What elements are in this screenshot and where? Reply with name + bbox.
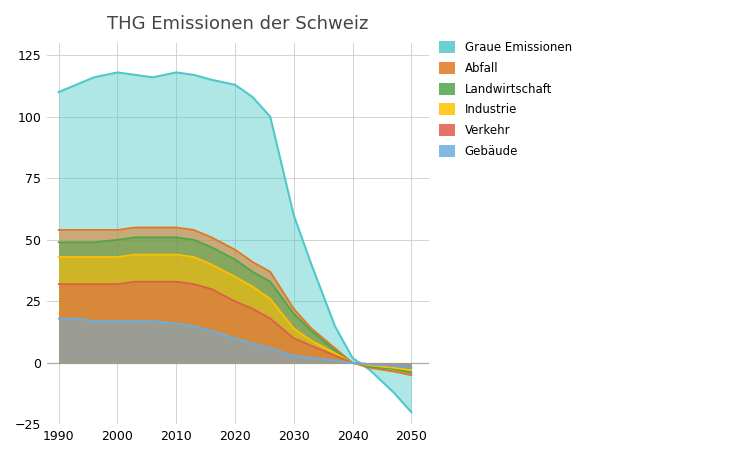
Legend: Graue Emissionen, Abfall, Landwirtschaft, Industrie, Verkehr, Gebäude: Graue Emissionen, Abfall, Landwirtschaft…: [439, 41, 572, 158]
Title: THG Emissionen der Schweiz: THG Emissionen der Schweiz: [107, 15, 368, 33]
